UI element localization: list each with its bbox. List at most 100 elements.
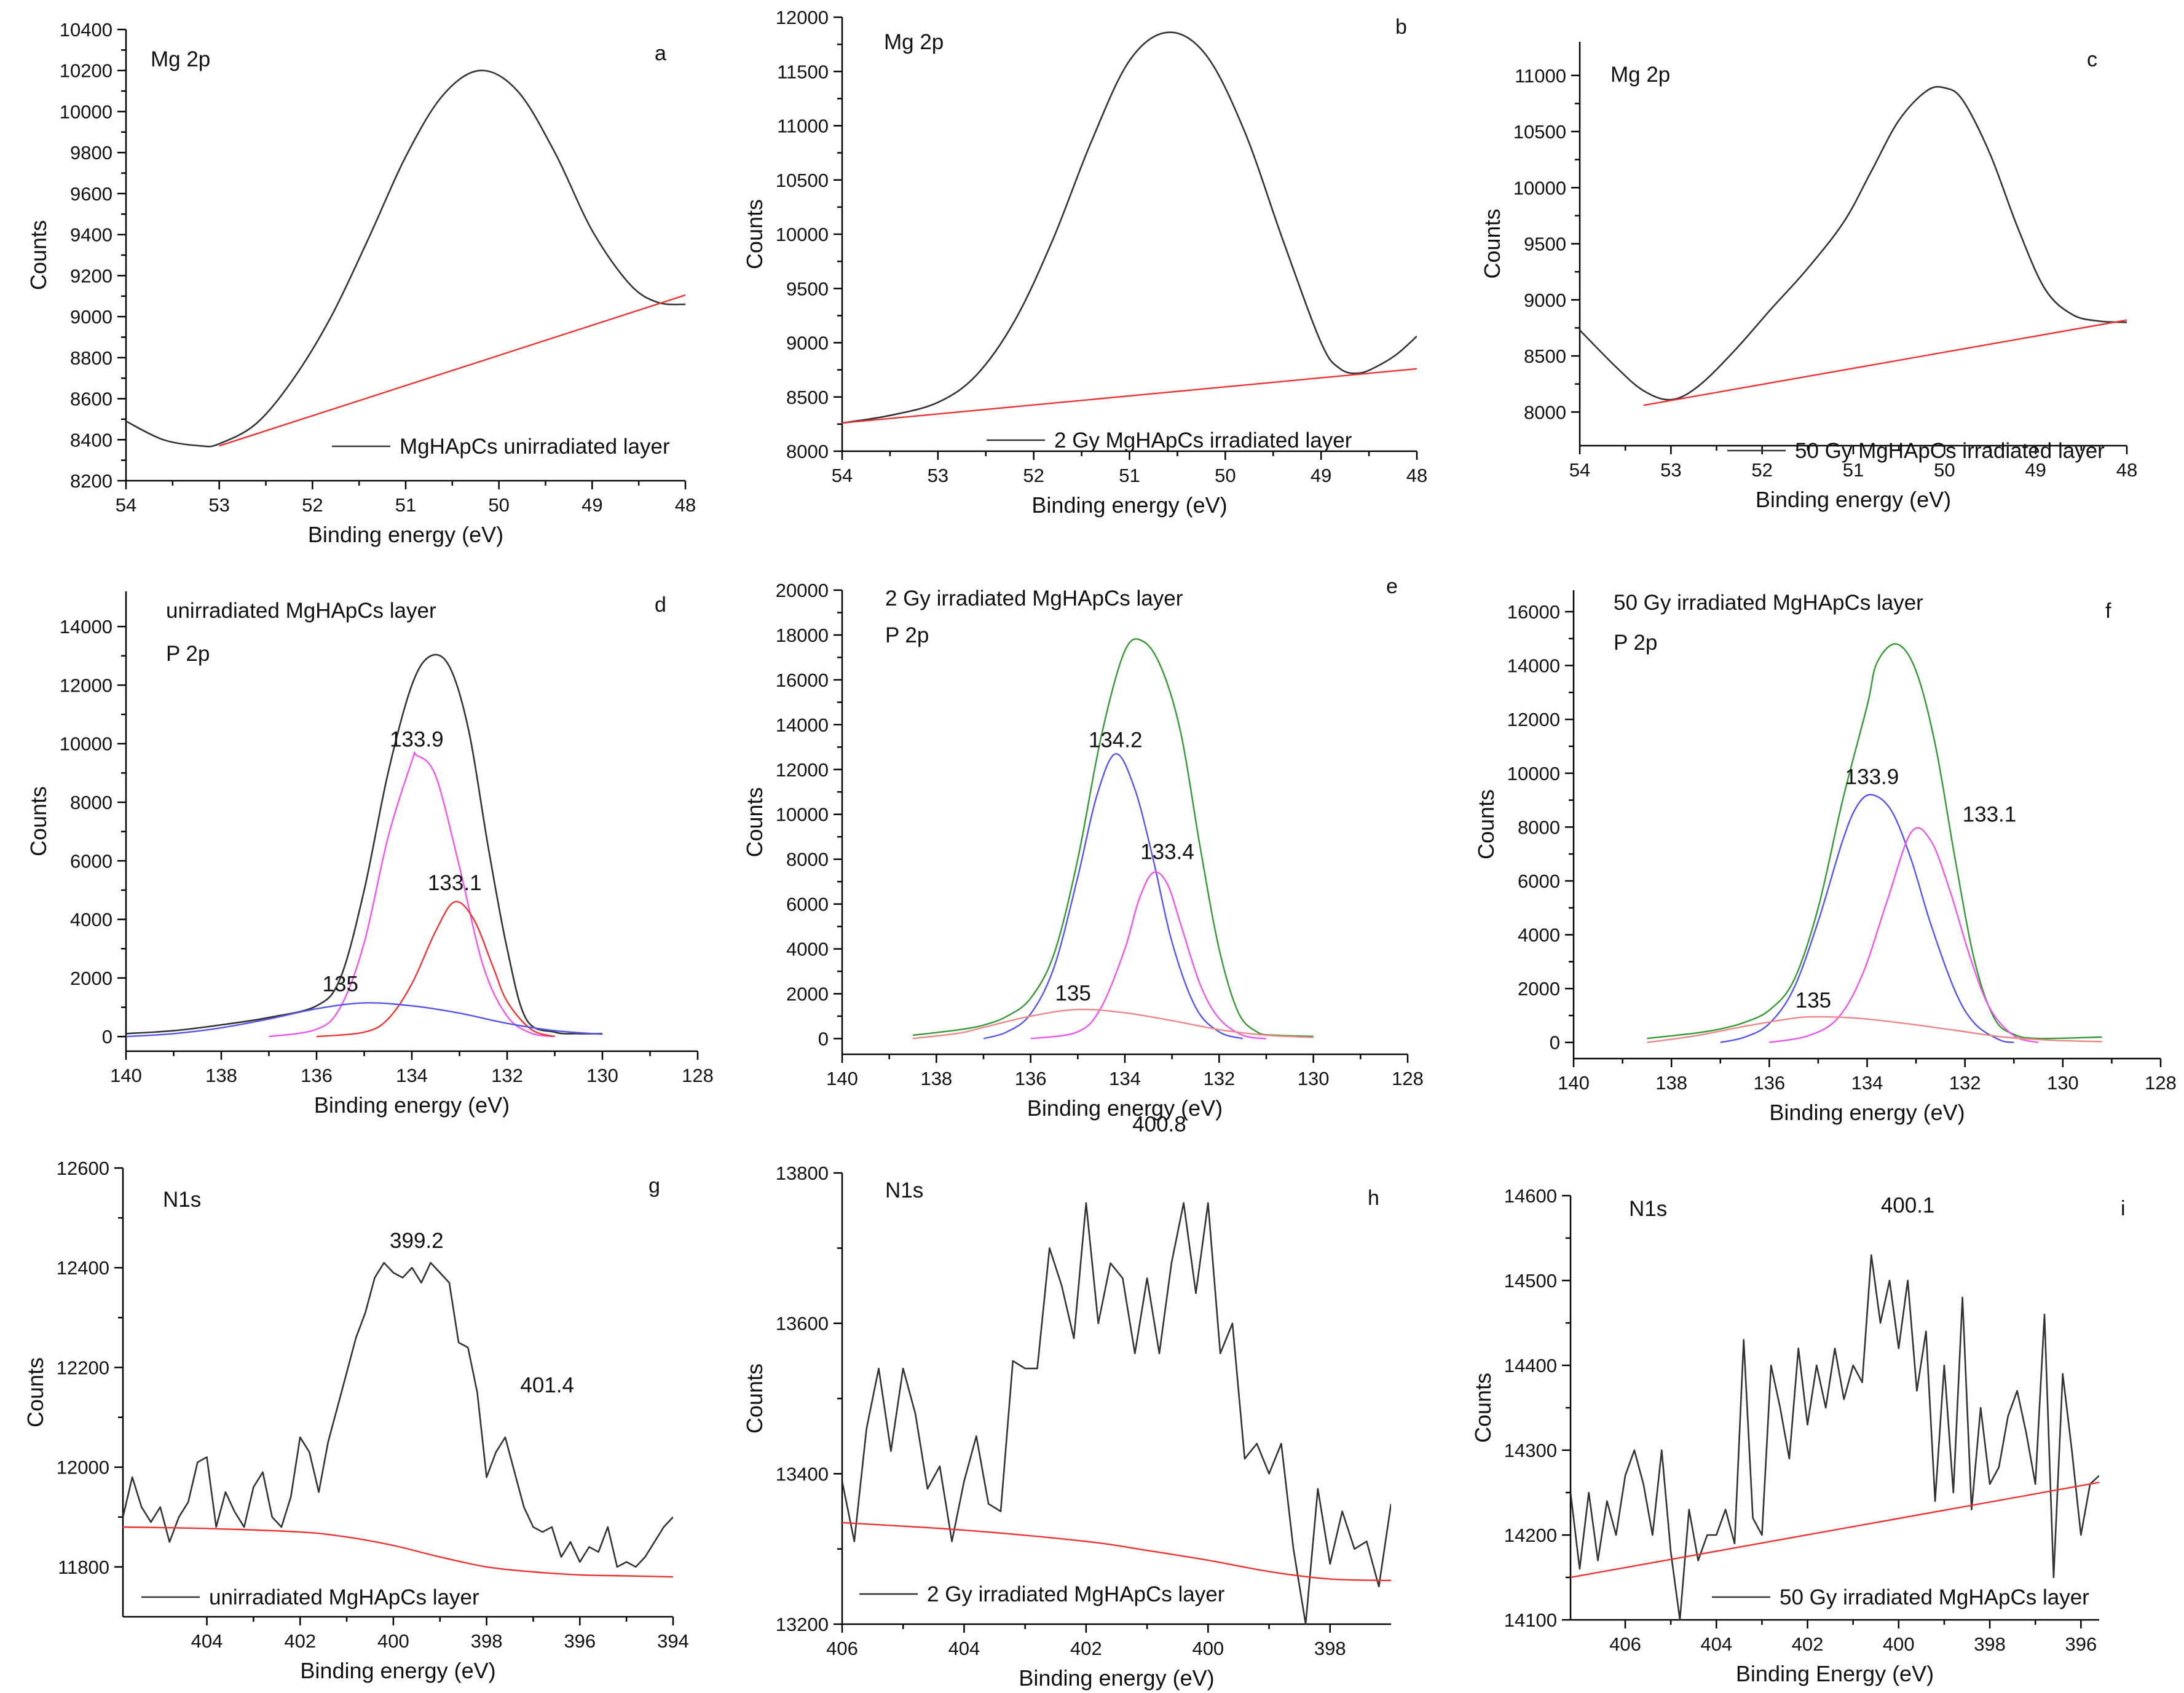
y-tick-label: 14400 — [1504, 1355, 1557, 1376]
y-tick-label: 9500 — [786, 278, 829, 299]
peak-label: 400.8 — [1132, 1113, 1186, 1137]
x-tick-label: 48 — [675, 494, 696, 516]
y-tick-label: 6000 — [1518, 870, 1560, 892]
x-tick-label: 130 — [1298, 1068, 1330, 1089]
x-tick-label: 400 — [1883, 1633, 1915, 1655]
element-label: Mg 2p — [1610, 63, 1670, 87]
y-tick-label: 13200 — [776, 1614, 829, 1635]
y-tick-label: 8000 — [786, 441, 829, 462]
series-group — [126, 653, 603, 1038]
series-line-spectrum — [126, 69, 685, 448]
series-line-133-9 — [1720, 794, 2014, 1043]
legend-label: unirradiated MgHApCs layer — [209, 1585, 479, 1609]
y-tick-label: 9500 — [1524, 234, 1566, 255]
peak-label: 399.2 — [390, 1229, 444, 1253]
x-tick-label: 404 — [948, 1638, 980, 1659]
series-line-134-2 — [983, 753, 1244, 1040]
x-tick-label: 400 — [377, 1630, 409, 1652]
y-tick-label: 9600 — [70, 183, 112, 205]
series-line-spectrum — [1580, 85, 2127, 401]
x-axis-title: Binding energy (eV) — [314, 1092, 510, 1118]
panel-letter: f — [2105, 599, 2111, 623]
y-tick-label: 14100 — [1504, 1609, 1557, 1631]
y-tick-label: 10000 — [60, 733, 112, 755]
panel-subtitle: 2 Gy irradiated MgHApCs layer — [885, 586, 1183, 610]
y-tick-label: 10000 — [776, 224, 829, 245]
y-tick-label: 16000 — [1507, 601, 1560, 623]
x-tick-label: 406 — [1609, 1633, 1641, 1655]
y-tick-label: 8600 — [70, 389, 112, 410]
x-axis-title: Binding energy (eV) — [1019, 1665, 1214, 1691]
series-line-133-9 — [269, 751, 555, 1038]
element-label: P 2p — [1614, 631, 1657, 655]
y-axis-title: Counts — [26, 786, 51, 856]
y-tick-label: 4000 — [70, 909, 112, 931]
legend-label: 2 Gy MgHApCs irradiated layer — [1054, 428, 1352, 452]
y-axis-title: Counts — [1470, 1373, 1496, 1443]
x-tick-label: 402 — [284, 1630, 316, 1652]
series-group — [842, 31, 1417, 424]
y-tick-label: 9800 — [70, 142, 112, 164]
y-tick-label: 12400 — [57, 1257, 109, 1279]
x-axis-title: Binding energy (eV) — [1769, 1100, 1965, 1125]
x-tick-label: 134 — [1851, 1072, 1883, 1094]
y-tick-label: 12000 — [1507, 709, 1560, 730]
y-tick-label: 8000 — [786, 849, 829, 870]
series-line-133-1 — [316, 901, 555, 1038]
x-axis-title: Binding energy (eV) — [300, 1658, 495, 1683]
y-tick-label: 8000 — [1518, 816, 1560, 838]
panel-c: 54 53 52 51 50 49 48 8000 8500 9000 9500 10000 10500… — [1480, 42, 2137, 512]
series-group — [123, 1261, 673, 1578]
peak-label: 135 — [323, 972, 358, 996]
x-tick-label: 398 — [1314, 1638, 1346, 1659]
series-line-background — [1571, 1482, 2099, 1579]
y-axis-title: Counts — [742, 1363, 767, 1434]
y-tick-label: 11800 — [58, 1557, 109, 1578]
panel-g: 404 402 400 398 396 394 11800 12000 12200 12400 12… — [23, 1158, 689, 1683]
x-tick-label: 136 — [301, 1065, 333, 1086]
y-tick-label: 12000 — [57, 1457, 109, 1478]
series-group — [1580, 85, 2127, 406]
element-label: Mg 2p — [884, 30, 944, 54]
series-line-133-1 — [1769, 827, 2039, 1043]
y-tick-label: 13800 — [776, 1162, 829, 1184]
x-tick-label: 396 — [564, 1630, 596, 1652]
y-tick-label: 10500 — [1513, 121, 1566, 143]
x-tick-label: 138 — [920, 1068, 952, 1089]
panel-subtitle: 50 Gy irradiated MgHApCs layer — [1614, 591, 1923, 615]
y-tick-label: 0 — [102, 1026, 112, 1048]
x-tick-label: 136 — [1015, 1068, 1047, 1089]
y-tick-label: 12000 — [776, 7, 829, 28]
x-tick-label: 136 — [1753, 1072, 1785, 1094]
series-group — [1647, 643, 2102, 1043]
series-group — [1571, 1254, 2099, 1621]
x-axis-title: Binding energy (eV) — [1756, 487, 1951, 512]
x-tick-label: 398 — [1974, 1633, 2006, 1655]
series-line-spectrum — [842, 31, 1417, 424]
x-tick-label: 54 — [832, 465, 853, 486]
series-group — [912, 638, 1314, 1040]
x-tick-label: 48 — [2116, 459, 2137, 481]
series-line-background — [842, 368, 1417, 424]
y-tick-label: 0 — [818, 1028, 829, 1049]
x-axis-title: Binding energy (eV) — [1027, 1095, 1223, 1121]
panel-letter: b — [1395, 15, 1407, 39]
y-tick-label: 12000 — [60, 674, 112, 696]
y-tick-label: 12000 — [776, 759, 829, 781]
series-line-spectrum — [1571, 1254, 2099, 1621]
x-tick-label: 50 — [488, 494, 509, 516]
legend-label: 50 Gy irradiated MgHApCs layer — [1780, 1585, 2089, 1609]
x-tick-label: 402 — [1792, 1633, 1824, 1655]
x-tick-label: 396 — [2065, 1633, 2097, 1655]
panel-letter: c — [2087, 48, 2097, 71]
peak-label: 133.1 — [1963, 803, 2017, 827]
x-tick-label: 130 — [586, 1065, 618, 1086]
x-tick-label: 51 — [1843, 459, 1864, 481]
x-tick-label: 51 — [395, 494, 416, 516]
peak-label: 134.2 — [1089, 728, 1143, 752]
element-label: P 2p — [166, 642, 210, 666]
y-tick-label: 11000 — [777, 116, 829, 137]
x-tick-label: 132 — [1203, 1068, 1235, 1089]
x-tick-label: 128 — [682, 1065, 714, 1086]
series-line-envelope — [126, 653, 603, 1035]
